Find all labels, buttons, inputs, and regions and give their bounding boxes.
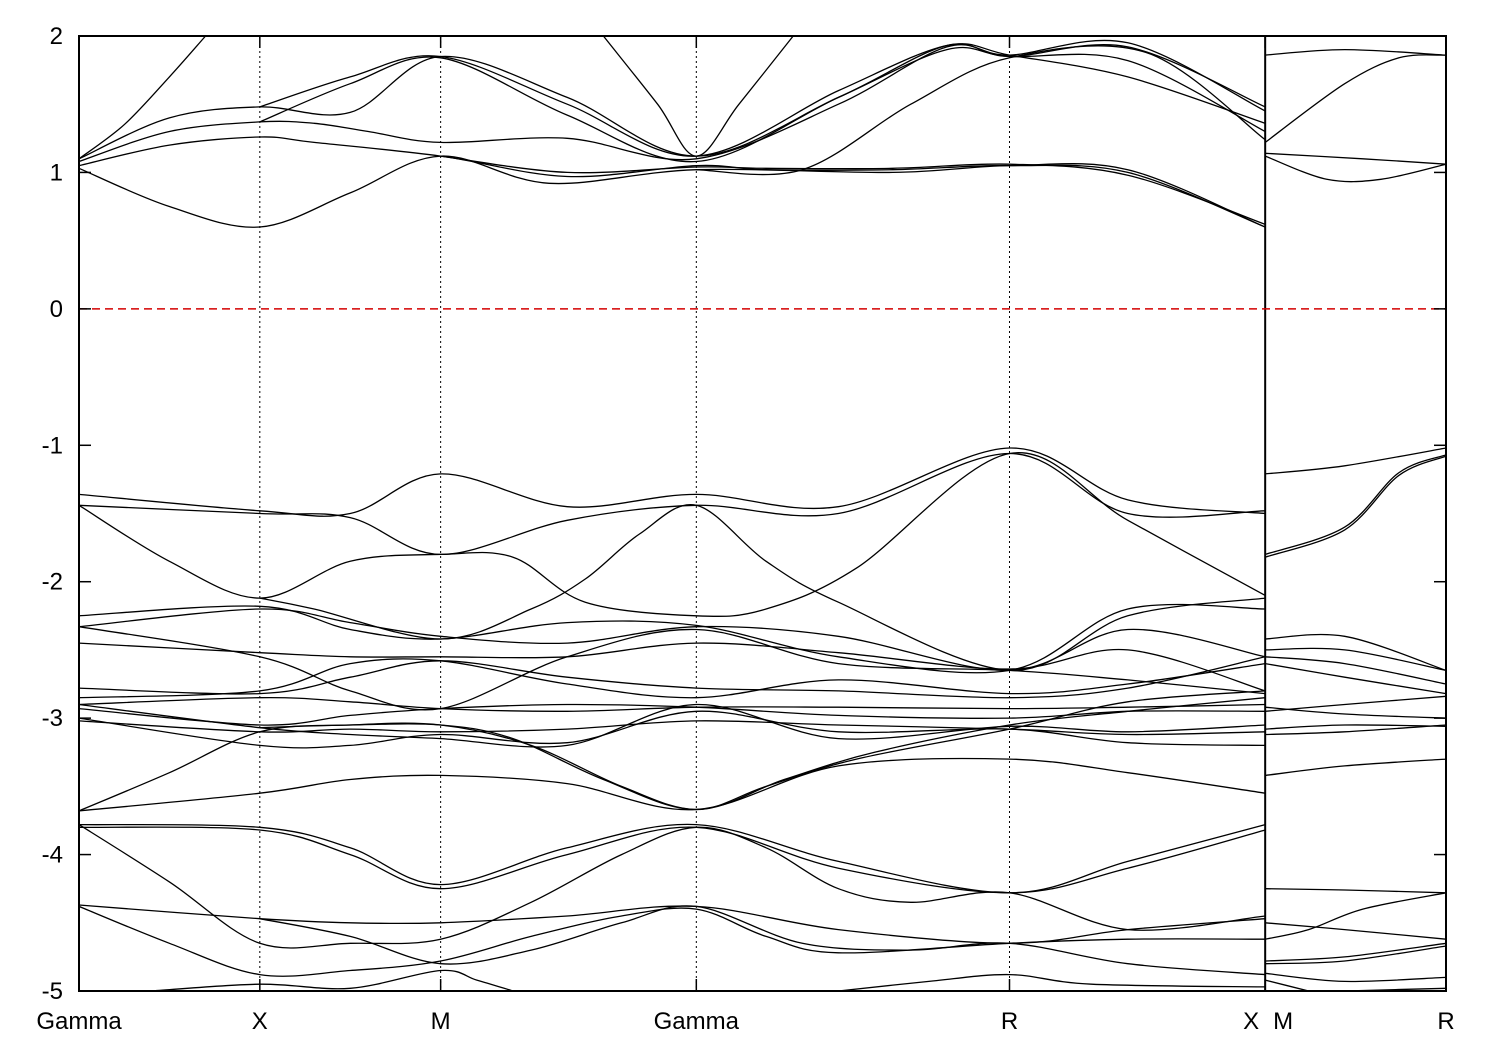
- y-tick-label: -2: [42, 569, 63, 596]
- band-line-23: [79, 658, 1266, 699]
- band-line-40: [1265, 447, 1446, 475]
- band-line-9: [696, 45, 1266, 176]
- band-line-27: [79, 710, 1266, 749]
- band-line-16: [79, 452, 1266, 617]
- x-tick-label: R: [1001, 1008, 1018, 1035]
- band-line-34: [79, 824, 1266, 949]
- band-line-35: [79, 904, 1266, 944]
- band-line-29: [79, 690, 1266, 812]
- band-line-12: [1265, 152, 1446, 165]
- band-line-4: [79, 155, 1266, 228]
- band-line-58: [1265, 979, 1309, 991]
- band-line-3: [79, 136, 1266, 228]
- x-tick-labels: Gamma X M Gamma R X M R: [36, 1008, 1454, 1035]
- band-line-19: [79, 608, 1266, 672]
- band-line-14: [79, 447, 1266, 517]
- band-line-33: [79, 826, 1266, 894]
- y-tick-label: 0: [50, 296, 63, 323]
- band-line-0: [79, 36, 207, 160]
- x-tick-label: Gamma: [654, 1008, 740, 1035]
- band-line-7: [440, 155, 1266, 225]
- band-line-48: [1265, 706, 1446, 719]
- band-line-47: [1265, 695, 1446, 712]
- y-tick-label: -4: [42, 842, 63, 869]
- band-line-53: [1265, 922, 1446, 940]
- band-line-37: [259, 905, 1266, 976]
- k-point-lines: [259, 36, 1267, 991]
- band-line-43: [1265, 633, 1446, 672]
- y-tick-label: 1: [50, 159, 63, 186]
- band-line-11: [1264, 54, 1446, 143]
- band-line-56: [1265, 945, 1446, 965]
- y-tick-label: -3: [42, 705, 63, 732]
- band-line-54: [1265, 892, 1446, 940]
- band-line-36: [79, 905, 1266, 977]
- band-line-18: [79, 603, 1266, 674]
- band-line-6: [259, 46, 1266, 163]
- x-tick-label: X: [252, 1008, 268, 1035]
- band-line-28: [79, 703, 1266, 748]
- band-line-38: [151, 969, 514, 991]
- band-line-42: [1264, 455, 1446, 558]
- band-line-44: [1265, 647, 1446, 672]
- band-line-52: [1265, 888, 1446, 894]
- band-line-21: [79, 626, 1266, 711]
- x-tick-label: M: [1273, 1008, 1293, 1035]
- band-line-55: [1265, 942, 1446, 962]
- y-tick-label: -1: [42, 432, 63, 459]
- band-line-50: [1265, 724, 1446, 736]
- plot-frame: [78, 35, 1447, 992]
- band-line-39: [838, 973, 1266, 991]
- band-line-2: [79, 39, 1266, 163]
- band-line-15: [79, 452, 1266, 556]
- band-line-22: [79, 656, 1266, 699]
- band-line-41: [1264, 454, 1446, 556]
- band-line-13: [1264, 155, 1446, 183]
- band-line-24: [79, 696, 1266, 712]
- x-tick-label: Gamma: [36, 1008, 122, 1035]
- band-line-31: [79, 757, 1266, 812]
- band-line-32: [79, 823, 1266, 894]
- band-line-57: [1265, 972, 1446, 983]
- band-line-30: [259, 697, 1266, 811]
- y-tick-label: -5: [42, 978, 63, 1005]
- band-line-1: [79, 43, 1266, 160]
- y-tick-labels: 2 1 0 -1 -2 -3 -4 -5: [42, 23, 63, 1005]
- band-series: [79, 36, 1446, 991]
- band-line-10: [1265, 48, 1446, 56]
- band-line-5: [259, 43, 1266, 157]
- x-tick-label: M: [431, 1008, 451, 1035]
- band-line-51: [1265, 758, 1446, 777]
- band-line-20: [79, 642, 1266, 692]
- band-line-45: [1265, 656, 1446, 685]
- y-tick-label: 2: [50, 23, 63, 50]
- band-line-46: [1265, 662, 1446, 695]
- band-line-8: [602, 36, 794, 157]
- x-tick-label: X: [1243, 1008, 1259, 1035]
- x-tick-label: R: [1437, 1008, 1454, 1035]
